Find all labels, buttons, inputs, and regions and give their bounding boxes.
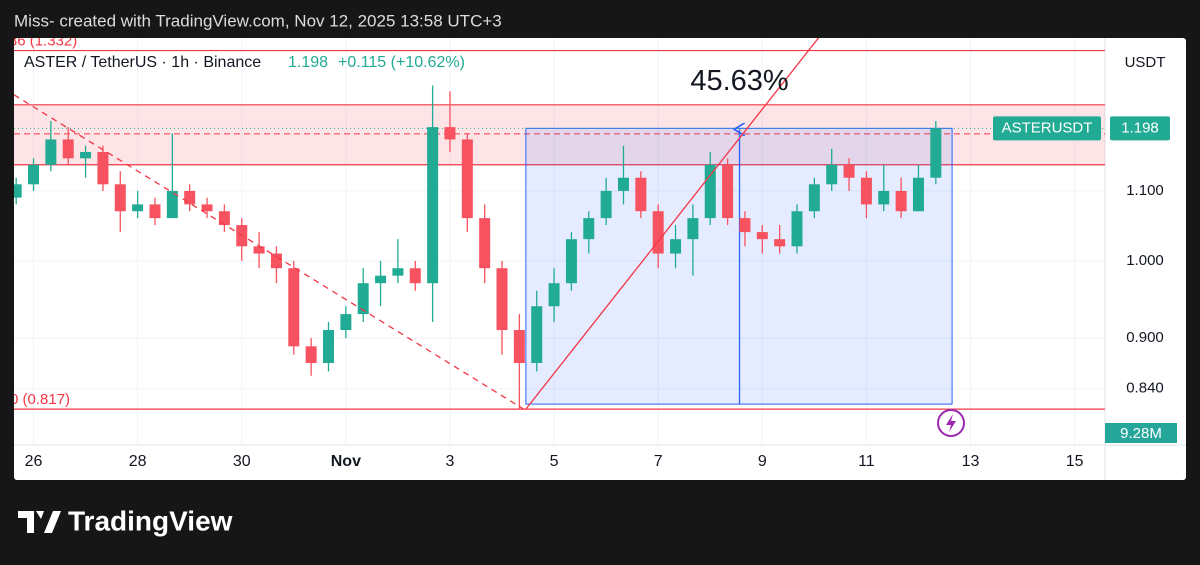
candle-body [826,164,838,185]
x-tick-label: 7 [654,453,663,470]
candle-body [288,268,300,347]
candle-body [166,190,178,219]
candle-body [479,218,491,269]
candle-body [513,330,525,364]
candle-body [722,164,734,219]
candle-body [444,127,456,140]
brand: TradingView [68,505,233,536]
logo-mark [18,511,61,533]
fib-label: 0.236 (1.332) [0,33,77,50]
candle-body [340,314,352,331]
candle-body [617,177,629,191]
candle-body [270,253,282,269]
candle-body [357,283,369,315]
candle-body [878,190,890,205]
candle-body [600,190,612,219]
candle-body [305,346,317,364]
candle-body [97,151,109,185]
change: +0.115 (+10.62%) [338,54,465,71]
candle-body [860,177,872,205]
candle-body [531,306,543,364]
axes: 1.100 1.000 0.900 0.840 26 28 30 Nov 3 5 7 9 11 13 15 1… [25,116,1170,470]
currency: USDT [1125,54,1166,71]
candle-body [28,164,40,185]
zone [14,104,1105,165]
x-tick-label: 3 [446,453,455,470]
candle-body [774,239,786,247]
candle-body [739,218,751,233]
candle-body [375,275,387,284]
alert-bolt [946,414,956,432]
volume-label: 9.28M [1120,425,1162,442]
name-tag: ASTERUSDT [1002,119,1093,136]
chart-panel [14,38,1186,480]
x-tick-label: 30 [233,453,251,470]
candle-body [756,232,768,240]
y-tick-label: 1.100 [1126,182,1164,199]
candle-body [895,190,907,212]
candle-body [132,204,144,212]
candle-body [704,164,716,219]
candle-body [149,204,161,219]
candle-body [14,184,22,198]
x-tick-label: Nov [331,453,361,470]
trend-dashed [14,94,525,410]
y-tick-label: 0.840 [1126,380,1164,397]
candle-body [392,268,404,276]
candle-body [496,268,508,331]
brand-logo: TradingView [18,505,233,536]
candle-body [583,218,595,240]
watermark: Miss- created with TradingView.com, Nov … [14,11,502,30]
measure-label: 45.63% [690,65,788,97]
candle-body [791,211,803,247]
volume-tag [1105,423,1177,443]
x-tick-label: 13 [962,453,980,470]
fib-label: 0 (0.817) [10,391,70,408]
candle-body [930,128,942,178]
candle-body [808,184,820,212]
candle-body [652,211,664,254]
candle-body [45,139,57,165]
x-tick-label: 11 [858,453,875,470]
candle-body [184,190,196,205]
candle-body [80,151,92,159]
candle-body [461,139,473,219]
symbol: ASTER / TetherUS · 1h · Binance [24,54,261,71]
x-tick-label: 5 [550,453,559,470]
candle-body [670,239,682,254]
price-tag-bg [1110,116,1170,141]
x-tick-label: 28 [129,453,147,470]
candle-body [565,239,577,284]
candle-body [635,177,647,212]
x-tick-label: 26 [25,453,43,470]
y-tick-label: 1.000 [1126,252,1164,269]
candle-body [843,164,855,178]
candle-body [253,246,265,254]
y-tick-label: 0.900 [1126,329,1164,346]
candle-body [427,127,439,284]
candle-body [323,330,335,364]
name-tag-bg [993,116,1101,141]
candle-body [687,218,699,240]
price-tag: 1.198 [1121,119,1159,136]
x-tick-label: 9 [758,453,767,470]
candle-body [548,283,560,307]
candle-body [62,139,74,159]
candle-body [201,204,213,212]
plot-area: 0.236 (1.332) 0 (0.817) 45.63% [0,33,1105,445]
last-price: 1.198 [288,54,328,71]
x-tick-label: 15 [1066,453,1084,470]
candle-body [912,177,924,212]
candle-body [409,268,421,284]
candle-body [218,211,230,226]
trend-line [525,38,820,410]
candle-body [114,184,126,212]
